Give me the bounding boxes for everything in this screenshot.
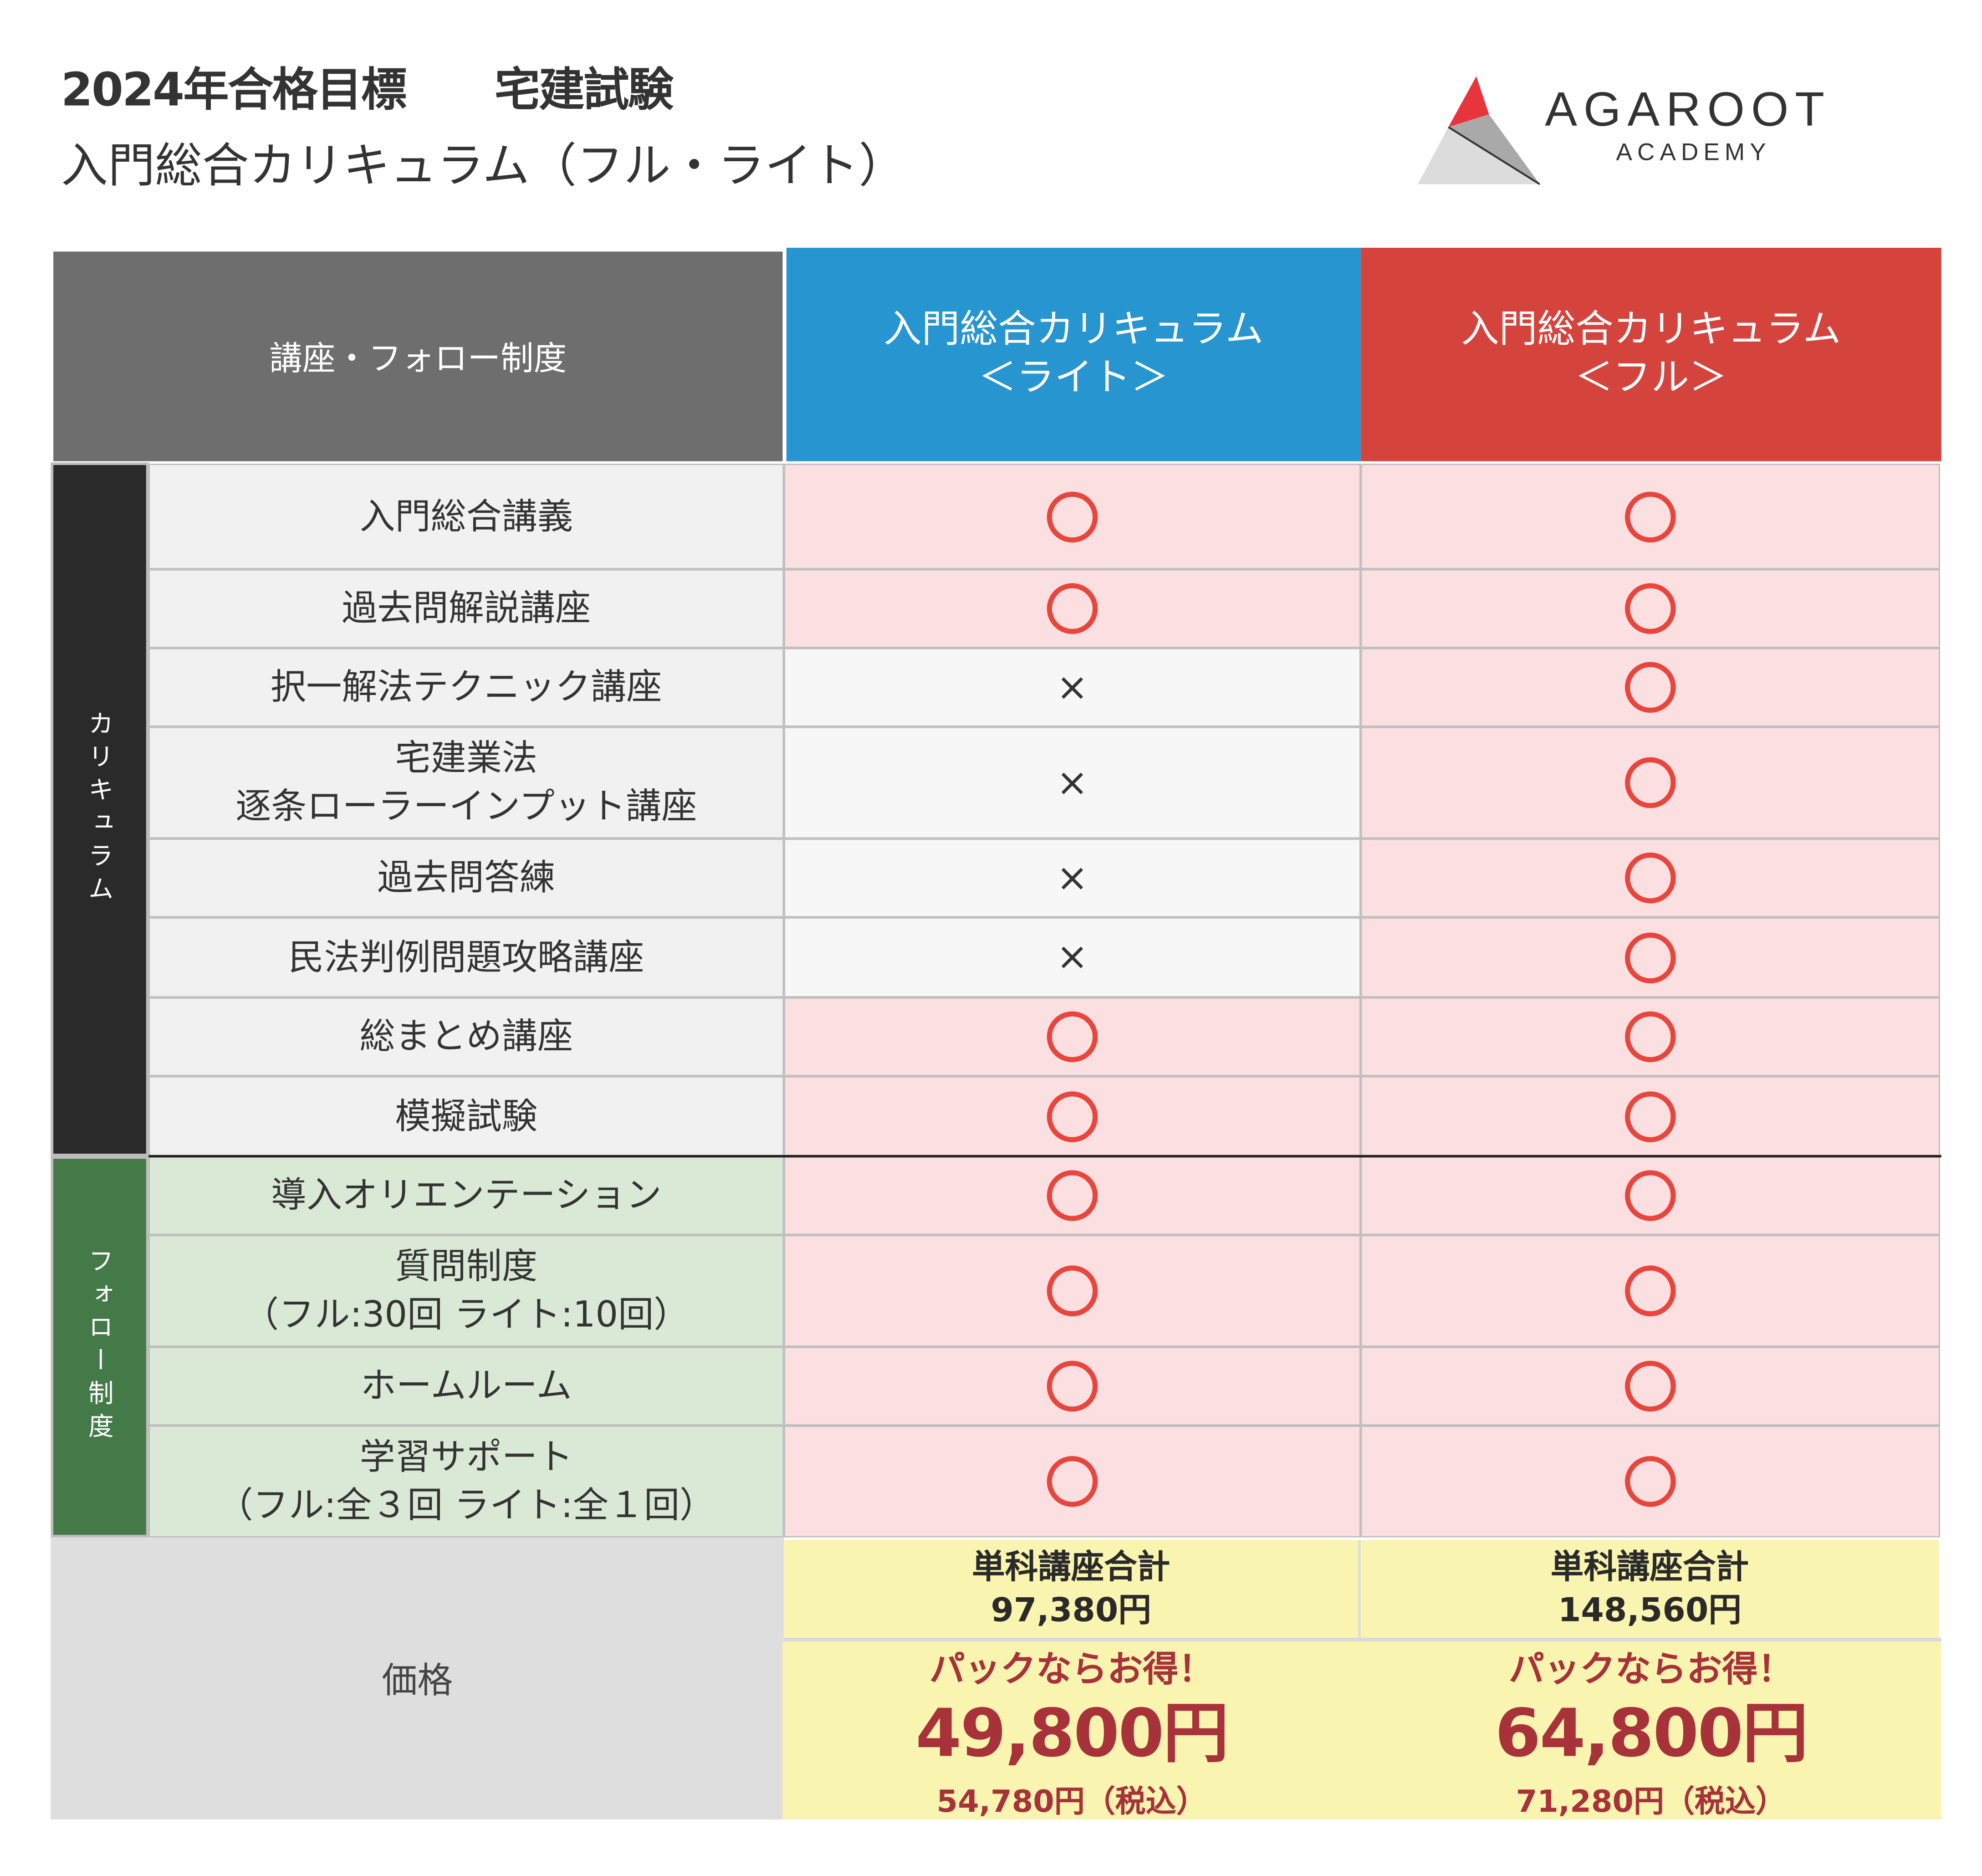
table-cell-full	[1360, 1076, 1940, 1156]
circle-icon	[1625, 932, 1676, 983]
circle-icon	[1047, 1090, 1098, 1142]
sum-value: 97,380円	[991, 1591, 1151, 1630]
column-header-full: 入門総合カリキュラム ＜フル＞	[1360, 247, 1941, 461]
row-label: 学習サポート （フル:全３回 ライト:全１回）	[148, 1426, 784, 1538]
circle-icon	[1047, 1456, 1098, 1507]
column-title: 入門総合カリキュラム	[1461, 307, 1841, 352]
circle-icon	[1047, 1170, 1098, 1221]
agaroot-logo: AGAROOT ACADEMY	[1413, 76, 1857, 190]
circle-icon	[1625, 1011, 1676, 1063]
group-label-follow: フォロー制度	[51, 1156, 149, 1538]
page-title: 2024年合格目標 宅建試験	[61, 65, 674, 117]
logo-text: AGAROOT	[1545, 84, 1831, 138]
column-header-light: 入門総合カリキュラム ＜ライト＞	[786, 247, 1361, 461]
table-cell-full	[1360, 1426, 1940, 1538]
table-cell-light: ×	[784, 648, 1361, 727]
table-cell-full	[1360, 569, 1940, 648]
pack-label: パックならお得！	[1508, 1647, 1793, 1689]
circle-icon	[1625, 1265, 1676, 1317]
row-label: 過去問解説講座	[148, 569, 784, 648]
table-cell-full	[1360, 648, 1940, 727]
cross-icon: ×	[1056, 665, 1088, 710]
row-label: 過去問答練	[148, 838, 784, 918]
table-cell-light: ×	[784, 838, 1361, 918]
group-label-curriculum: カリキュラム	[51, 462, 149, 1156]
circle-icon	[1625, 757, 1676, 808]
logo-triangle-icon	[1418, 76, 1540, 185]
pack-price-tax: 54,780円（税込）	[936, 1783, 1207, 1819]
table-cell-light: ×	[784, 726, 1361, 839]
table-cell-full	[1360, 1235, 1940, 1347]
sum-label: 単科講座合計	[972, 1548, 1170, 1586]
circle-icon	[1047, 1265, 1098, 1317]
sum-light: 単科講座合計 97,380円	[784, 1540, 1361, 1638]
table-cell-full	[1360, 997, 1940, 1076]
pack-price: 49,800円	[915, 1695, 1229, 1772]
table-cell-light	[784, 1076, 1361, 1156]
row-label: 質問制度 （フル:30回 ライト:10回）	[148, 1235, 784, 1347]
table-cell-full	[1360, 464, 1940, 569]
row-label: ホームルーム	[148, 1347, 784, 1426]
row-label: 導入オリエンテーション	[148, 1156, 784, 1235]
column-title: 入門総合カリキュラム	[884, 307, 1264, 352]
circle-icon	[1625, 852, 1676, 904]
sum-value: 148,560円	[1558, 1591, 1742, 1630]
circle-icon	[1047, 1360, 1098, 1412]
row-label: 模擬試験	[148, 1076, 784, 1156]
table-cell-light	[784, 1347, 1361, 1426]
row-label: 入門総合講義	[148, 464, 784, 569]
column-subtitle: ＜フル＞	[1574, 356, 1727, 400]
circle-icon	[1625, 1170, 1676, 1221]
circle-icon	[1625, 1456, 1676, 1507]
row-label: 民法判例問題攻略講座	[148, 917, 784, 997]
table-cell-full	[1360, 1347, 1940, 1426]
pack-price-full: パックならお得！ 64,800円 71,280円（税込）	[1360, 1641, 1941, 1820]
circle-icon	[1047, 583, 1098, 634]
sum-label: 単科講座合計	[1550, 1548, 1749, 1586]
table-cell-light	[784, 464, 1361, 569]
table-cell-full	[1360, 917, 1940, 997]
sum-full: 単科講座合計 148,560円	[1360, 1540, 1939, 1638]
table-cell-light	[784, 997, 1361, 1076]
table-cell-full	[1360, 726, 1940, 839]
row-label: 総まとめ講座	[148, 997, 784, 1076]
table-cell-light	[784, 569, 1361, 648]
table-cell-full	[1360, 1156, 1940, 1235]
circle-icon	[1625, 1090, 1676, 1142]
circle-icon	[1625, 1360, 1676, 1412]
price-divider	[784, 1637, 1941, 1642]
cross-icon: ×	[1056, 935, 1088, 980]
circle-icon	[1047, 1011, 1098, 1063]
circle-icon	[1625, 583, 1676, 634]
cross-icon: ×	[1056, 760, 1088, 805]
circle-icon	[1625, 662, 1676, 713]
corner-header: 講座・フォロー制度	[53, 251, 783, 461]
row-label: 宅建業法 逐条ローラーインプット講座	[148, 726, 784, 839]
logo-subtext: ACADEMY	[1616, 139, 1771, 167]
pack-price-tax: 71,280円（税込）	[1516, 1783, 1786, 1819]
table-cell-light	[784, 1156, 1361, 1235]
table-cell-full	[1360, 838, 1940, 918]
circle-icon	[1625, 491, 1676, 542]
cross-icon: ×	[1056, 855, 1088, 900]
circle-icon	[1047, 491, 1098, 542]
table-cell-light	[784, 1235, 1361, 1347]
pack-label: パックならお得！	[929, 1647, 1214, 1689]
price-label: 価格	[51, 1537, 784, 1820]
group-divider	[148, 1155, 1941, 1158]
column-subtitle: ＜ライト＞	[978, 356, 1169, 400]
table-cell-light	[784, 1426, 1361, 1538]
pack-price-light: パックならお得！ 49,800円 54,780円（税込）	[782, 1641, 1361, 1820]
row-label: 択一解法テクニック講座	[148, 648, 784, 727]
page-subtitle: 入門総合カリキュラム（フル・ライト）	[61, 138, 906, 194]
pack-price: 64,800円	[1495, 1695, 1808, 1772]
table-cell-light: ×	[784, 917, 1361, 997]
